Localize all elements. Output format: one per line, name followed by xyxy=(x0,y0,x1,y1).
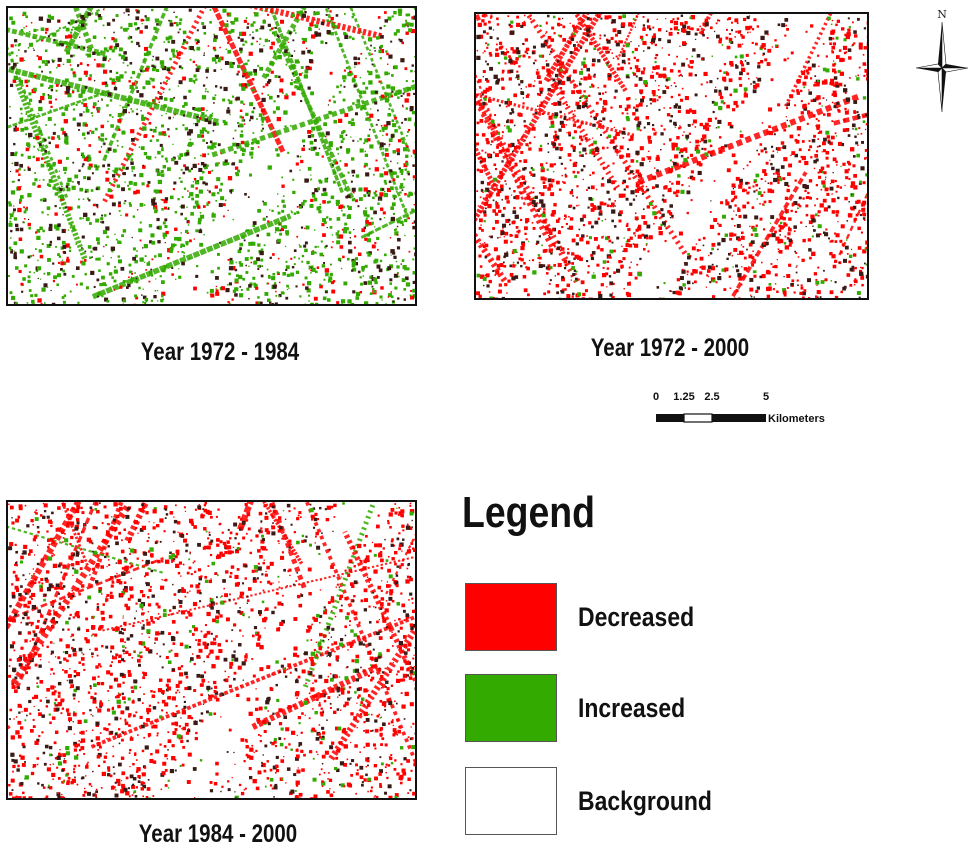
legend-swatch-decreased xyxy=(465,583,557,651)
legend-label-background: Background xyxy=(578,786,712,816)
scale-unit-label: Kilometers xyxy=(768,413,825,425)
legend-title: Legend xyxy=(462,488,595,537)
scale-bar: 0 1.25 2.5 5 Kilometers xyxy=(653,391,825,425)
scale-tick-0: 0 xyxy=(653,391,659,403)
legend-swatch-background xyxy=(465,767,557,835)
scale-tick-1: 1.25 xyxy=(673,391,694,403)
legend-swatch-increased xyxy=(465,674,557,742)
change-map-1984-2000 xyxy=(8,502,415,798)
legend-label-increased: Increased xyxy=(578,693,686,723)
compass-rose-icon: N xyxy=(916,8,968,112)
map-panel-1972-1984 xyxy=(6,6,417,306)
change-map-1972-2000 xyxy=(476,14,867,298)
north-label: N xyxy=(937,8,947,21)
scale-tick-3: 5 xyxy=(763,391,769,403)
caption-1972-1984: Year 1972 - 1984 xyxy=(140,338,300,366)
change-map-1972-1984 xyxy=(8,8,415,304)
legend-label-decreased: Decreased xyxy=(578,602,695,632)
scale-tick-2: 2.5 xyxy=(704,391,719,403)
map-panel-1984-2000 xyxy=(6,500,417,800)
map-panel-1972-2000 xyxy=(474,12,869,300)
caption-1984-2000: Year 1984 - 2000 xyxy=(138,820,298,848)
caption-1972-2000: Year 1972 - 2000 xyxy=(590,334,750,362)
